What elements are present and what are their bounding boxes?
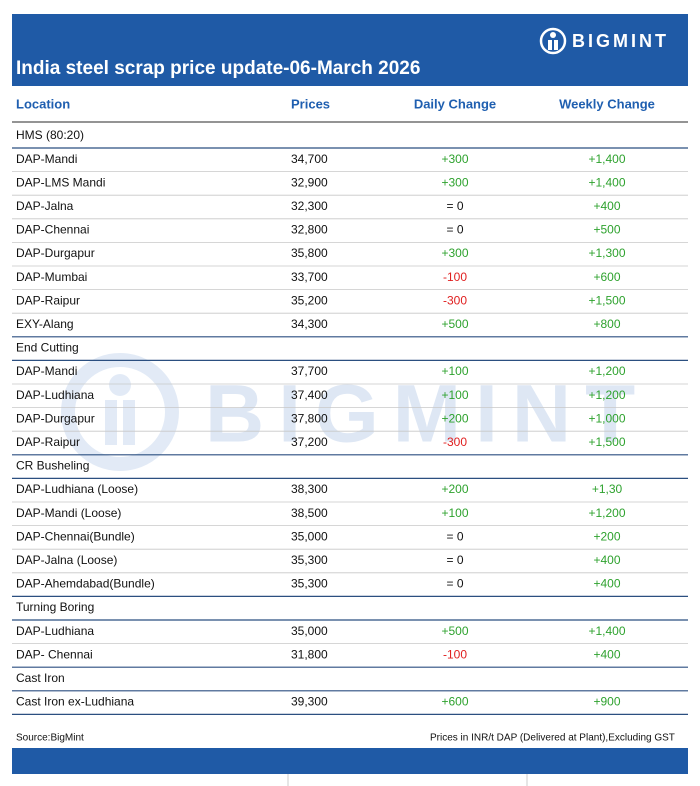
weekly-change: +1,500: [588, 293, 625, 307]
price: 31,800: [291, 647, 328, 661]
daily-change: +200: [441, 411, 468, 425]
location: DAP-Raipur: [16, 435, 80, 449]
location: DAP-Ahemdabad(Bundle): [16, 577, 155, 591]
price: 38,300: [291, 482, 328, 496]
location: DAP-Mandi: [16, 364, 77, 378]
weekly-change: +200: [593, 529, 620, 543]
section-label: HMS (80:20): [16, 128, 84, 142]
daily-change: +500: [441, 317, 468, 331]
daily-change: +300: [441, 152, 468, 166]
daily-change: -100: [443, 647, 467, 661]
daily-change: = 0: [446, 199, 463, 213]
location: DAP-Mandi: [16, 152, 77, 166]
location: DAP-Durgapur: [16, 246, 95, 260]
location: DAP-Ludhiana (Loose): [16, 482, 138, 496]
price: 32,800: [291, 223, 328, 237]
price: 38,500: [291, 506, 328, 520]
weekly-change: +1,30: [592, 482, 623, 496]
location: DAP-Chennai(Bundle): [16, 529, 135, 543]
weekly-change: +400: [593, 647, 620, 661]
price: 35,300: [291, 553, 328, 567]
weekly-change: +500: [593, 223, 620, 237]
location: DAP-Jalna (Loose): [16, 553, 117, 567]
price: 37,800: [291, 411, 328, 425]
weekly-change: +1,300: [588, 246, 625, 260]
daily-change: +100: [441, 388, 468, 402]
weekly-change: +1,400: [588, 624, 625, 638]
daily-change: +300: [441, 246, 468, 260]
weekly-change: +1,200: [588, 388, 625, 402]
daily-change: -300: [443, 293, 467, 307]
weekly-change: +600: [593, 270, 620, 284]
location: DAP-LMS Mandi: [16, 175, 105, 189]
column-header: Prices: [291, 96, 330, 111]
location: DAP-Mandi (Loose): [16, 506, 121, 520]
daily-change: = 0: [446, 223, 463, 237]
price: 33,700: [291, 270, 328, 284]
section-label: Cast Iron: [16, 671, 65, 685]
watermark: BIGMINT: [205, 369, 649, 460]
header-bar: [12, 14, 688, 86]
weekly-change: +1,400: [588, 175, 625, 189]
weekly-change: +400: [593, 199, 620, 213]
daily-change: = 0: [446, 529, 463, 543]
daily-change: = 0: [446, 553, 463, 567]
location: DAP-Durgapur: [16, 411, 95, 425]
location: EXY-Alang: [16, 317, 74, 331]
weekly-change: +1,200: [588, 506, 625, 520]
price: 32,900: [291, 175, 328, 189]
weekly-change: +1,000: [588, 411, 625, 425]
location: DAP-Ludhiana: [16, 624, 94, 638]
location: Cast Iron ex-Ludhiana: [16, 695, 134, 709]
price: 37,200: [291, 435, 328, 449]
daily-change: +300: [441, 175, 468, 189]
daily-change: +500: [441, 624, 468, 638]
column-header: Location: [16, 96, 70, 111]
price: 35,000: [291, 529, 328, 543]
location: DAP- Chennai: [16, 647, 93, 661]
price: 35,000: [291, 624, 328, 638]
price: 34,300: [291, 317, 328, 331]
weekly-change: +400: [593, 553, 620, 567]
weekly-change: +800: [593, 317, 620, 331]
location: DAP-Mumbai: [16, 270, 87, 284]
source: Source:BigMint: [16, 733, 84, 744]
location: DAP-Ludhiana: [16, 388, 94, 402]
location: DAP-Jalna: [16, 199, 74, 213]
price: 35,800: [291, 246, 328, 260]
price: 35,200: [291, 293, 328, 307]
section-label: Turning Boring: [16, 600, 94, 614]
daily-change: +600: [441, 695, 468, 709]
daily-change: -300: [443, 435, 467, 449]
weekly-change: +400: [593, 577, 620, 591]
price: 35,300: [291, 577, 328, 591]
title: India steel scrap price update-06-March …: [16, 58, 420, 79]
weekly-change: +1,500: [588, 435, 625, 449]
footer-bar: [12, 748, 688, 774]
column-header: Weekly Change: [559, 96, 655, 111]
column-header: Daily Change: [414, 96, 496, 111]
location: DAP-Chennai: [16, 223, 89, 237]
daily-change: +200: [441, 482, 468, 496]
price: 39,300: [291, 695, 328, 709]
section-label: End Cutting: [16, 341, 79, 355]
logo-icon: [539, 27, 567, 55]
price: 37,400: [291, 388, 328, 402]
price: 32,300: [291, 199, 328, 213]
daily-change: = 0: [446, 577, 463, 591]
weekly-change: +1,400: [588, 152, 625, 166]
daily-change: +100: [441, 506, 468, 520]
daily-change: -100: [443, 270, 467, 284]
price: 37,700: [291, 364, 328, 378]
weekly-change: +1,200: [588, 364, 625, 378]
location: DAP-Raipur: [16, 293, 80, 307]
weekly-change: +900: [593, 695, 620, 709]
daily-change: +100: [441, 364, 468, 378]
section-label: CR Busheling: [16, 459, 89, 473]
logo: BIGMINT: [572, 31, 669, 51]
price: 34,700: [291, 152, 328, 166]
note: Prices in INR/t DAP (Delivered at Plant)…: [430, 733, 675, 744]
